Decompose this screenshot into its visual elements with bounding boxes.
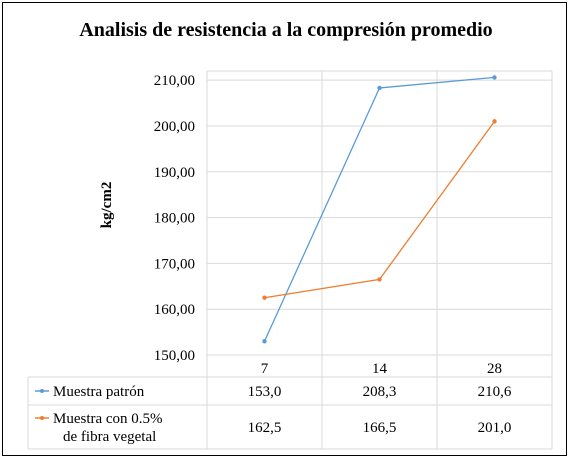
chart-title: Analisis de resistencia a la compresión … bbox=[79, 19, 492, 41]
x-tick-label: 14 bbox=[372, 361, 388, 377]
chart-svg: Analisis de resistencia a la compresión … bbox=[27, 19, 553, 450]
y-tick-label: 150,00 bbox=[154, 348, 195, 364]
y-tick-label: 210,00 bbox=[154, 73, 195, 89]
x-tick-label: 7 bbox=[261, 361, 269, 377]
x-tick-label: 28 bbox=[487, 361, 502, 377]
chart-frame: Analisis de resistencia a la compresión … bbox=[2, 2, 567, 456]
data-point bbox=[262, 295, 267, 300]
series-line bbox=[263, 76, 495, 342]
table-cell-value: 208,3 bbox=[363, 384, 397, 400]
series-line bbox=[264, 121, 496, 299]
y-tick-label: 160,00 bbox=[154, 302, 195, 318]
data-point bbox=[262, 339, 267, 344]
legend-label: de fibra vegetal bbox=[63, 429, 156, 445]
data-point bbox=[377, 277, 382, 282]
y-tick-label: 190,00 bbox=[154, 165, 195, 181]
table-cell-value: 166,5 bbox=[363, 420, 397, 436]
legend-key-marker bbox=[40, 389, 44, 393]
y-tick-label: 200,00 bbox=[154, 119, 195, 135]
y-tick-label: 180,00 bbox=[154, 211, 195, 227]
table-cell-value: 201,0 bbox=[478, 420, 512, 436]
legend-key-marker bbox=[40, 416, 44, 420]
table-cell-value: 153,0 bbox=[248, 384, 282, 400]
legend-label: Muestra patrón bbox=[53, 384, 145, 400]
y-tick-label: 170,00 bbox=[154, 256, 195, 272]
legend-label: Muestra con 0.5% bbox=[53, 411, 163, 427]
data-point bbox=[492, 119, 497, 124]
data-point bbox=[492, 75, 497, 80]
table-cell-value: 162,5 bbox=[248, 420, 282, 436]
data-point bbox=[377, 85, 382, 91]
table-cell-value: 210,6 bbox=[478, 384, 512, 400]
y-axis-label: kg/cm2 bbox=[99, 182, 115, 229]
